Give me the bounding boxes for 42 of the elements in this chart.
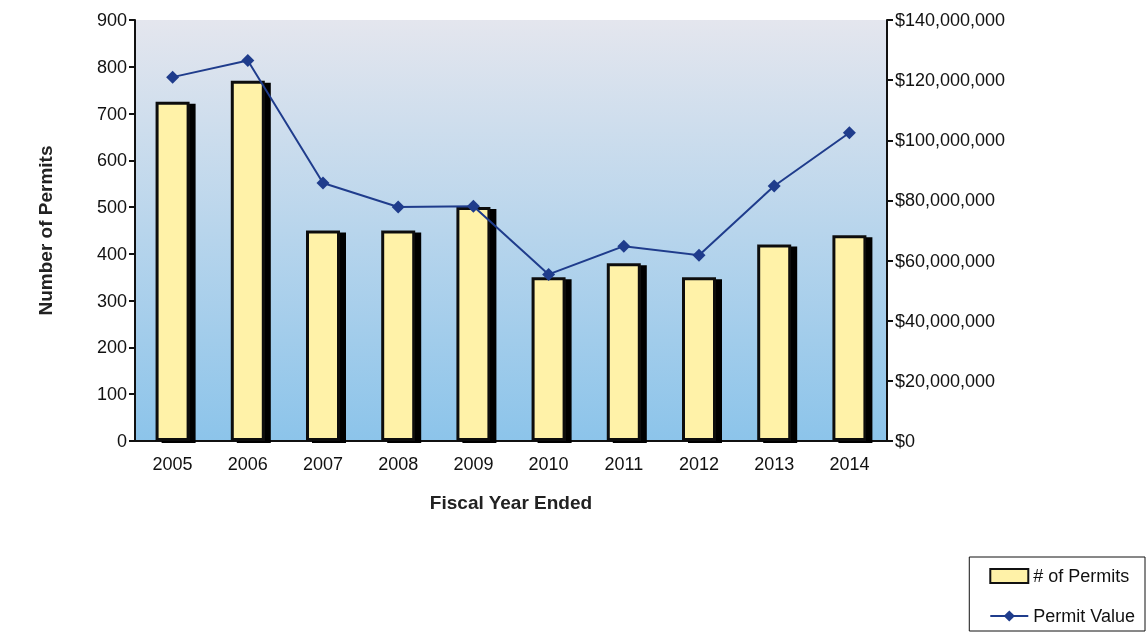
x-tick-label: 2007 — [302, 454, 344, 474]
point — [617, 239, 631, 253]
y-axis-title: Number of Permits — [35, 145, 56, 316]
x-tick-label: 2005 — [152, 454, 193, 474]
y-tick-label: 200 — [96, 337, 127, 358]
y2-tick-label: $100,000,000 — [895, 130, 1006, 151]
y2-tick-label: $80,000,000 — [895, 190, 996, 211]
y2-tick-label: $20,000,000 — [895, 370, 996, 391]
y2-tick-label: $120,000,000 — [895, 70, 1006, 91]
point — [542, 267, 556, 281]
y-tick-label: 900 — [96, 10, 127, 30]
y-tick-label: 400 — [96, 243, 127, 264]
y-tick-label: 300 — [96, 290, 127, 311]
x-tick-label: 2012 — [678, 454, 720, 474]
y2-tick-label: $140,000,000 — [895, 10, 1006, 30]
legend-label: Permit Value — [1033, 606, 1136, 626]
x-tick-label: 2011 — [604, 454, 644, 474]
y2-tick-label: $0 — [895, 431, 916, 451]
y2-tick-label: $60,000,000 — [895, 250, 996, 271]
x-tick-label: 2006 — [227, 454, 268, 474]
x-tick-label: 2014 — [829, 454, 870, 474]
y-tick-label: 100 — [96, 384, 127, 405]
x-tick-label: 2008 — [378, 454, 419, 474]
point — [166, 70, 180, 84]
legend-label: # of Permits — [1033, 566, 1130, 586]
y2-tick-label: $40,000,000 — [895, 310, 996, 331]
y-tick-label: 500 — [96, 197, 127, 218]
x-axis-title: Fiscal Year Ended — [429, 492, 593, 513]
point — [241, 54, 255, 68]
point — [391, 200, 405, 214]
point — [767, 179, 781, 193]
point — [316, 176, 330, 190]
point — [466, 199, 480, 213]
x-tick-label: 2013 — [754, 454, 795, 474]
x-tick-label: 2009 — [453, 454, 494, 474]
y-tick-label: 600 — [96, 150, 127, 171]
point — [692, 248, 706, 262]
point — [842, 126, 856, 140]
y-tick-label: 800 — [96, 56, 127, 77]
x-tick-label: 2010 — [528, 454, 569, 474]
y-tick-label: 0 — [116, 431, 127, 451]
y-tick-label: 700 — [96, 103, 127, 124]
